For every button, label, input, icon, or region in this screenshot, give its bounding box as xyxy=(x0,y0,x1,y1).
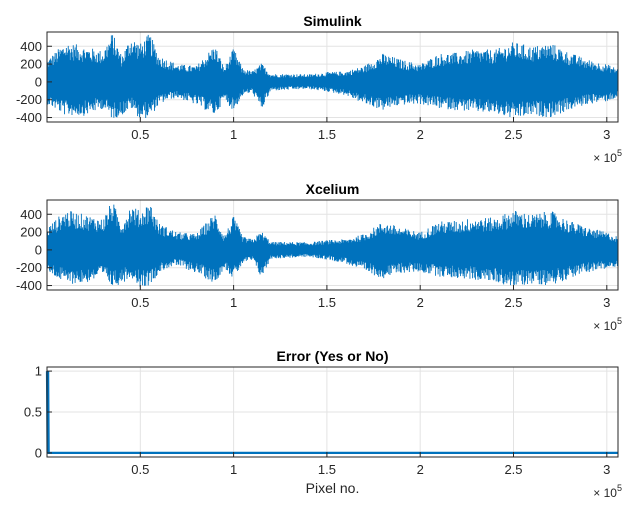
simulink-axes-box xyxy=(46,31,619,123)
xcelium-ytick-label-4: 400 xyxy=(20,207,42,222)
simulink-xtick-label-1: 1 xyxy=(230,127,237,142)
error-ytick-label-0: 0 xyxy=(35,445,42,460)
simulink-ytick-label-2: 0 xyxy=(35,74,42,89)
error-ytick-label-1: 0.5 xyxy=(24,405,42,420)
xcelium-ytick-label-1: -200 xyxy=(16,260,42,275)
xcelium-xtick-label-4: 2.5 xyxy=(504,295,522,310)
error-xlabel: Pixel no. xyxy=(306,480,360,496)
simulink-ytick-label-0: -400 xyxy=(16,110,42,125)
simulink-xtick-label-3: 2 xyxy=(417,127,424,142)
simulink-ytick-label-1: -200 xyxy=(16,92,42,107)
subplot-xcelium: 0.5 1 1.5 2 2.5 3 -400 -200 0 200 400 Xcelium × 105 xyxy=(16,181,622,333)
xcelium-xtick-label-2: 1.5 xyxy=(318,295,336,310)
error-xtick-label-0: 0.5 xyxy=(131,462,149,477)
xcelium-xtick-label-3: 2 xyxy=(417,295,424,310)
xcelium-axes-box xyxy=(46,199,619,291)
simulink-xtick-label-0: 0.5 xyxy=(131,127,149,142)
xcelium-x-exponent: × 105 xyxy=(593,316,622,333)
error-xtick-label-5: 3 xyxy=(603,462,610,477)
simulink-x-exponent: × 105 xyxy=(593,148,622,165)
xcelium-ytick-label-3: 200 xyxy=(20,225,42,240)
xcelium-ytick-label-2: 0 xyxy=(35,242,42,257)
xcelium-xtick-label-0: 0.5 xyxy=(131,295,149,310)
error-x-exponent: × 105 xyxy=(593,483,622,500)
simulink-ytick-label-3: 200 xyxy=(20,57,42,72)
error-xtick-label-1: 1 xyxy=(230,462,237,477)
error-ytick-label-2: 1 xyxy=(35,364,42,379)
simulink-xtick-label-5: 3 xyxy=(603,127,610,142)
simulink-xtick-label-4: 2.5 xyxy=(504,127,522,142)
simulink-title: Simulink xyxy=(303,13,362,29)
error-xtick-label-2: 1.5 xyxy=(318,462,336,477)
xcelium-xtick-label-5: 3 xyxy=(603,295,610,310)
subplot-simulink: 0.5 1 1.5 2 2.5 3 -400 -200 0 200 400 Simulink × 105 xyxy=(16,13,622,165)
error-title: Error (Yes or No) xyxy=(276,348,388,364)
simulink-ytick-label-4: 400 xyxy=(20,39,42,54)
xcelium-title: Xcelium xyxy=(306,181,360,197)
subplot-error: 0.5 1 1.5 2 2.5 3 0 0.5 1 Error (Yes or No) × 105 P… xyxy=(24,348,622,500)
xcelium-ytick-label-0: -400 xyxy=(16,278,42,293)
xcelium-xtick-label-1: 1 xyxy=(230,295,237,310)
error-xtick-label-4: 2.5 xyxy=(504,462,522,477)
error-xtick-label-3: 2 xyxy=(417,462,424,477)
simulink-xtick-label-2: 1.5 xyxy=(318,127,336,142)
